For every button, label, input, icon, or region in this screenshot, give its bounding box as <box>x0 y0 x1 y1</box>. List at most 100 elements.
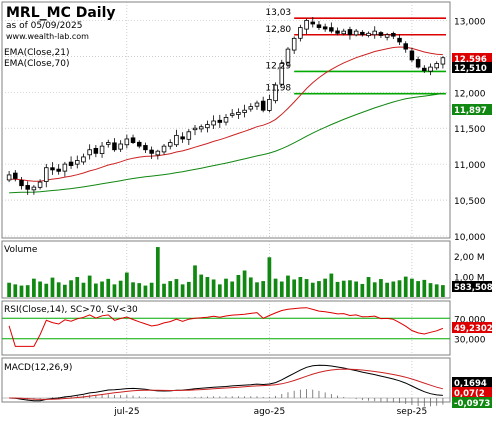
rsi-panel <box>1 300 451 356</box>
volume-bar <box>441 285 445 297</box>
candle-body <box>366 32 371 36</box>
volume-bar <box>137 283 142 297</box>
candle-body <box>31 186 37 191</box>
volume-bar <box>366 277 371 297</box>
candle-body <box>87 149 92 156</box>
ema21-line <box>9 46 443 182</box>
volume-bar <box>7 282 11 297</box>
volume-bar <box>242 270 247 297</box>
candle-body <box>130 137 136 143</box>
volume-bar <box>100 281 104 297</box>
candle-body <box>397 37 402 43</box>
chart-source: www.wealth-lab.com <box>6 32 89 41</box>
last-price-tag-bg <box>452 53 492 64</box>
candle-body <box>211 120 216 126</box>
candle-body <box>62 163 68 172</box>
volume-bars <box>7 247 445 297</box>
volume-bar <box>397 280 402 297</box>
candle-body <box>223 117 229 123</box>
candle-body <box>322 26 328 30</box>
macd-line <box>9 364 443 402</box>
last-histogram-tag-bg <box>452 397 492 408</box>
volume-bar <box>199 274 204 297</box>
candle-body <box>124 138 130 146</box>
candle-body <box>143 145 148 151</box>
volume-bar <box>106 278 111 297</box>
last-macd-tag: 0,1694 <box>454 379 487 389</box>
volume-bar <box>205 277 210 297</box>
macd-panel <box>1 357 451 403</box>
candle-body <box>347 29 353 36</box>
candle-body <box>409 50 415 61</box>
candlesticks <box>6 17 446 195</box>
volume-bar <box>273 278 278 297</box>
level-annotations: 13,03 12,80 12,29 11,98 <box>265 8 291 93</box>
rsi-axis: 30,000 70,000 <box>454 315 486 345</box>
candle-body <box>279 63 285 85</box>
volume-axis: 1,00 M 2,00 M <box>454 253 485 283</box>
volume-bar <box>298 277 303 297</box>
volume-bar <box>56 282 61 297</box>
volume-bar <box>317 281 321 297</box>
candle-body <box>105 142 111 145</box>
volume-bar <box>174 279 179 297</box>
candle-body <box>6 174 12 181</box>
candle-body <box>81 156 86 163</box>
volume-bar <box>180 284 185 297</box>
volume-bar <box>372 282 377 297</box>
rsi-tick-label: 70,000 <box>454 315 486 325</box>
volume-bar <box>186 281 191 297</box>
chart-title: MRL_MC Daily <box>6 5 116 21</box>
last-ema70-tag: 11,897 <box>454 106 487 116</box>
candle-body <box>192 127 198 131</box>
candle-body <box>99 145 105 154</box>
chart-date: as of 05/09/2025 <box>6 21 82 31</box>
volume-bar <box>118 280 123 297</box>
candle-body <box>428 66 433 72</box>
candle-body <box>260 100 266 111</box>
rsi-title: RSI(Close,14), SC>70, SV<30 <box>4 305 138 315</box>
volume-bar <box>236 274 241 297</box>
candle-body <box>242 109 247 113</box>
volume-bar <box>255 282 259 297</box>
candle-body <box>440 57 446 65</box>
volume-bar <box>329 273 334 297</box>
date-tick-label: ago-25 <box>254 407 286 417</box>
volume-bar <box>428 283 433 297</box>
candle-body <box>329 27 334 32</box>
volume-bar <box>410 278 414 297</box>
date-tick-label: sep-25 <box>397 407 428 417</box>
rsi-levels <box>2 317 450 340</box>
candle-body <box>68 161 74 166</box>
candle-body <box>304 19 309 30</box>
volume-bar <box>292 279 297 297</box>
last-price-tag: 12,596 <box>454 55 487 65</box>
volume-bar <box>416 281 420 297</box>
volume-bar <box>267 257 272 297</box>
volume-bar <box>379 279 383 297</box>
volume-bar <box>310 282 315 297</box>
candle-body <box>167 142 173 147</box>
candle-body <box>13 172 18 179</box>
legend-ema21: EMA(Close,21) <box>4 48 69 58</box>
candle-body <box>205 124 210 129</box>
candle-body <box>236 111 241 115</box>
candle-body <box>118 143 123 150</box>
volume-bar <box>124 272 129 297</box>
volume-bar <box>75 277 80 297</box>
level-annotation-label: 12,29 <box>265 61 291 71</box>
candle-body <box>298 27 303 39</box>
candle-body <box>378 32 384 36</box>
candle-body <box>155 150 161 156</box>
volume-bar <box>143 285 148 297</box>
candle-body <box>25 185 30 190</box>
last-volume-tag-bg <box>452 281 492 292</box>
candle-body <box>50 167 55 171</box>
price-tick-label: 12,000 <box>454 89 486 99</box>
volume-bar <box>230 281 235 297</box>
volume-bar <box>286 275 290 297</box>
volume-bar <box>50 277 55 297</box>
